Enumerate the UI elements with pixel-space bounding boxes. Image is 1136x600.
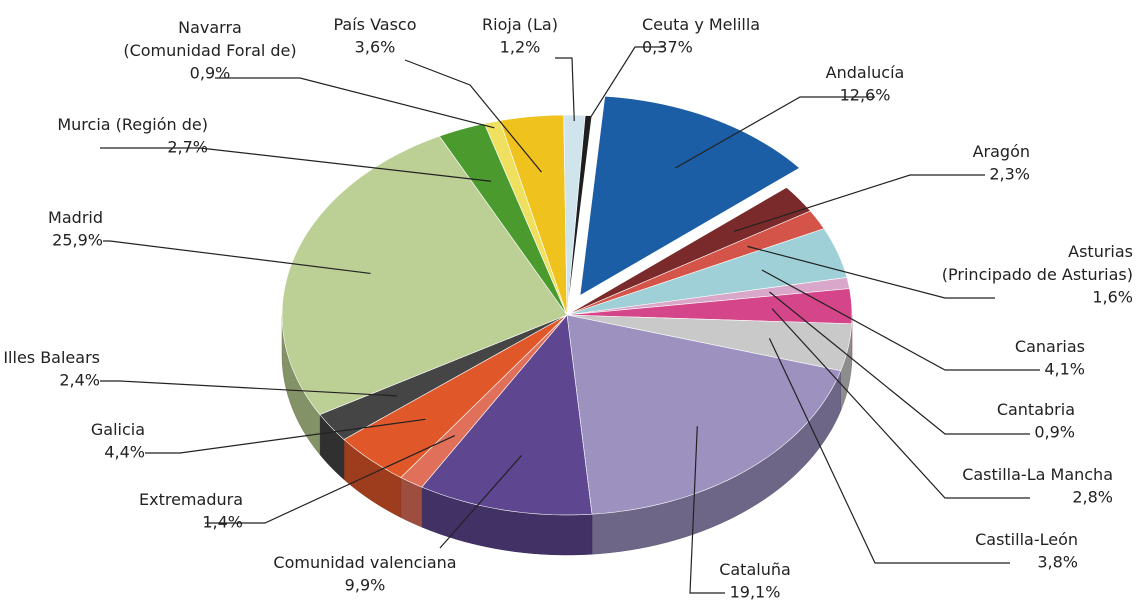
value-label: 1,6% — [1092, 288, 1133, 307]
label-line: (Comunidad Foral de) — [123, 41, 296, 60]
value-label: 25,9% — [52, 231, 103, 250]
slice-label: País Vasco — [333, 15, 416, 34]
label-line: Extremadura — [139, 490, 243, 509]
label-line: Cataluña — [719, 560, 791, 579]
leader-line — [768, 338, 1010, 564]
slice-label: Galicia — [91, 420, 145, 439]
value-label: 12,6% — [840, 86, 891, 105]
slice-label: Canarias — [1015, 337, 1085, 356]
label-line: (Principado de Asturias) — [942, 265, 1133, 284]
slice-label: Extremadura — [139, 490, 243, 509]
leader-line — [675, 96, 875, 169]
label-line: Galicia — [91, 420, 145, 439]
value-label: 2,8% — [1072, 488, 1113, 507]
slice — [566, 228, 848, 316]
label-line: Andalucía — [826, 63, 905, 82]
leader-line — [404, 59, 542, 173]
leader-line — [100, 380, 398, 397]
value-label: 1,2% — [500, 38, 541, 57]
value-label: 2,3% — [989, 165, 1030, 184]
label-line: Castilla-La Mancha — [962, 465, 1113, 484]
label-line: Murcia (Región de) — [57, 115, 208, 134]
value-label: 19,1% — [730, 583, 781, 600]
slice-label: Cataluña — [719, 560, 791, 579]
slice-label: Asturias (Principado de Asturias) — [942, 242, 1133, 284]
leader-line — [733, 174, 985, 232]
label-line: Cantabria — [997, 400, 1075, 419]
leader-line — [145, 418, 426, 454]
value-label: 2,7% — [167, 138, 208, 157]
value-label: 1,4% — [202, 513, 243, 532]
leader-line — [769, 291, 1030, 435]
slice — [566, 314, 842, 515]
label-line: Navarra — [178, 18, 242, 37]
slice-label: Ceuta y Melilla — [642, 15, 760, 34]
label-line: Illes Balears — [3, 348, 100, 367]
slice-label: Aragón — [973, 142, 1030, 161]
leader-line — [747, 245, 995, 299]
label-line: Ceuta y Melilla — [642, 15, 760, 34]
label-line: Asturias — [1068, 242, 1133, 261]
leader-line — [689, 426, 725, 594]
slice-label: Castilla-La Mancha — [962, 465, 1113, 484]
leader-line — [100, 147, 492, 182]
slice-label: Castilla-León — [975, 530, 1078, 549]
slice — [499, 114, 568, 316]
value-label: 4,1% — [1044, 360, 1085, 379]
slice-label: Illes Balears — [3, 348, 100, 367]
leader-line — [205, 435, 456, 524]
label-line: Rioja (La) — [482, 15, 558, 34]
value-label: 0,9% — [190, 64, 231, 83]
slice-label: Comunidad valenciana — [273, 553, 456, 572]
value-label: 0,37% — [642, 38, 693, 57]
slice-label: Cantabria — [997, 400, 1075, 419]
label-line: Castilla-León — [975, 530, 1078, 549]
value-label: 4,4% — [104, 443, 145, 462]
label-line: Comunidad valenciana — [273, 553, 456, 572]
slice — [438, 123, 568, 316]
label-line: País Vasco — [333, 15, 416, 34]
slice — [319, 314, 568, 440]
value-label: 2,4% — [59, 371, 100, 390]
value-label: 0,9% — [1034, 423, 1075, 442]
leader-line — [215, 77, 495, 129]
slice — [566, 187, 811, 316]
label-line: Canarias — [1015, 337, 1085, 356]
slice — [566, 288, 853, 325]
label-line: Madrid — [48, 208, 103, 227]
slice — [566, 314, 853, 372]
value-label: 3,6% — [355, 38, 396, 57]
leader-line — [761, 269, 1040, 371]
leader-line — [587, 46, 665, 122]
slice — [421, 314, 593, 516]
leader-line — [771, 308, 1030, 499]
slice-label: Murcia (Región de) — [57, 115, 208, 134]
leader-line — [103, 240, 371, 275]
slice-label: Rioja (La) — [482, 15, 558, 34]
slice — [566, 115, 593, 316]
value-label: 3,8% — [1037, 553, 1078, 572]
leader-line — [555, 57, 575, 122]
slice — [281, 135, 568, 415]
label-line: Aragón — [973, 142, 1030, 161]
slice — [579, 95, 801, 297]
value-label: 9,9% — [345, 576, 386, 595]
slice-label: Andalucía — [826, 63, 905, 82]
slice — [343, 314, 568, 478]
leader-line — [439, 455, 523, 549]
slice-label: Navarra (Comunidad Foral de) — [123, 18, 296, 60]
slice-label: Madrid — [48, 208, 103, 227]
